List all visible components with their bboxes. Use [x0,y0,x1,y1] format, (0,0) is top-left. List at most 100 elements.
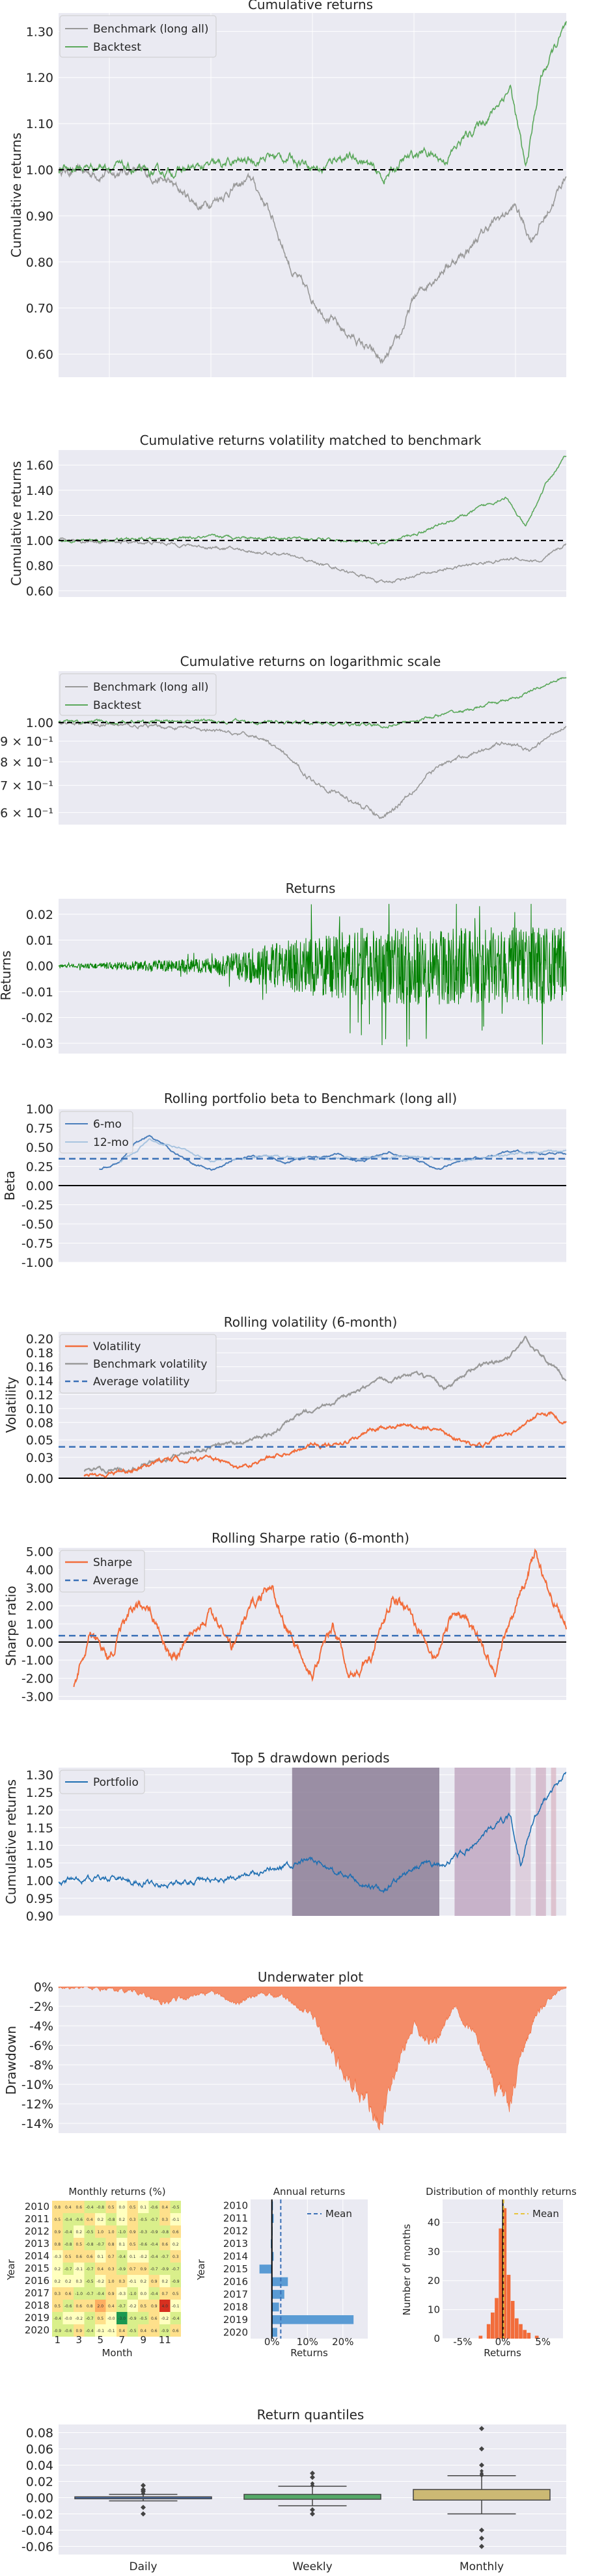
heatmap-cell [117,2324,128,2337]
month-label: 11 [159,2334,171,2346]
year-label: 2017 [223,2289,248,2300]
heatmap-value: 0.8 [54,2242,61,2247]
heatmap-cell [105,2312,117,2324]
heatmap-cell [117,2275,128,2287]
sharpe-line [73,1548,567,1688]
year-label: 2020 [25,2324,49,2336]
heatmap-cell [138,2287,149,2300]
heatmap-cell [170,2213,181,2225]
histogram-bar [506,2274,511,2339]
tick-label: 0.20 [26,1333,53,1347]
heatmap-cell [127,2275,138,2287]
heatmap-cell [105,2275,117,2287]
x-tick: 0% [264,2336,280,2348]
tick-label: 1.30 [26,25,53,39]
tick-label: 0.18 [26,1346,53,1361]
box [74,2496,212,2499]
heatmap-value: 0.2 [97,2218,103,2222]
heatmap-cell [127,2287,138,2300]
heatmap-cell [159,2225,171,2238]
chart-annual-returns: Annual returns 2010201120122013201420152… [195,2186,368,2359]
heatmap-value: 0.9 [130,2230,136,2235]
heatmap-value: 0.5 [108,2205,115,2210]
month-label: 9 [140,2334,146,2346]
heatmap-cell [105,2324,117,2337]
x-tick: -5% [453,2336,472,2348]
chart-title: Return quantiles [257,2407,364,2423]
heatmap-cell [148,2312,159,2324]
legend-volatility: Volatility [93,1340,141,1353]
heatmap-cell [105,2250,117,2263]
heatmap-cell [84,2225,95,2238]
heatmap-value: 0.5 [54,2304,61,2309]
heatmap-value: 0.1 [118,2242,125,2247]
heatmap-value: -0.7 [64,2267,72,2272]
legend-backtest: Backtest [93,41,141,54]
heatmap-value: 0.6 [151,2329,158,2333]
outlier [141,2488,145,2492]
drawdown-period-0 [292,1768,439,1916]
heatmap-cell [138,2201,149,2213]
heatmap-cell [148,2250,159,2263]
tick-label: 1.00 [26,1617,53,1632]
heatmap-value: 0.6 [76,2205,82,2210]
chart-title: Distribution of monthly returns [426,2186,577,2198]
heatmap-cell [159,2275,171,2287]
heatmap-value: -0.7 [150,2218,158,2222]
heatmap-cell [138,2263,149,2275]
heatmap-cell [52,2225,63,2238]
tick-label: 0% [34,1980,53,1995]
heatmap-cell [170,2238,181,2250]
heatmap-cell [148,2238,159,2250]
drawdown-period-4 [551,1768,557,1916]
heatmap-value: -0.0 [64,2317,72,2321]
heatmap-value: 0.1 [140,2205,146,2210]
chart-title: Rolling portfolio beta to Benchmark (lon… [164,1091,457,1106]
heatmap-cell [127,2300,138,2312]
heatmap-cell [84,2287,95,2300]
heatmap-value: -0.6 [139,2242,147,2247]
annual-bar [259,2264,272,2274]
heatmap-value: 0.7 [130,2267,136,2272]
heatmap-cell [95,2312,106,2324]
heatmap-value: -0.6 [75,2218,83,2222]
heatmap-value: -0.8 [86,2242,94,2247]
heatmap-value: -0.4 [53,2317,61,2321]
x-axis-label: Month [102,2347,132,2359]
outlier [480,2473,484,2477]
heatmap-cell [117,2287,128,2300]
tick-label: 1.20 [26,71,53,85]
legend: 6-mo 12-mo [59,1111,133,1154]
heatmap-value: -0.4 [96,2292,104,2296]
heatmap-cell [74,2250,85,2263]
tick-label: 1.40 [26,484,53,498]
y-tick: 0 [433,2333,440,2344]
heatmap-cell [62,2324,74,2337]
heatmap-value: -0.2 [129,2304,137,2309]
heatmap-cell [95,2225,106,2238]
legend: Benchmark (long all) Backtest [59,15,217,58]
tick-label: 0.80 [26,256,53,270]
year-label: 2017 [25,2287,49,2299]
tick-label: 0.90 [26,209,53,224]
histogram-bar [527,2333,531,2339]
heatmap-cell [105,2238,117,2250]
chart-monthly-distribution: Distribution of monthly returns 0 10 20 30 4… [401,2186,577,2359]
heatmap-value: 0.6 [76,2255,82,2259]
heatmap-cell [95,2201,106,2213]
tick-label: 0.75 [26,1122,53,1136]
tick-label: 0.06 [26,2443,53,2457]
heatmap-value: -0.2 [96,2279,104,2284]
tick-label: 0.70 [26,302,53,316]
chart-title: Rolling Sharpe ratio (6-month) [212,1530,409,1546]
heatmap-value: -0.1 [172,2304,180,2309]
heatmap-cell [62,2312,74,2324]
heatmap-cell [159,2238,171,2250]
series-line-1 [119,1137,567,1163]
heatmap-value: -0.9 [129,2317,137,2321]
tick-label: 1.00 [26,1874,53,1889]
chart-title: Cumulative returns on logarithmic scale [180,654,441,669]
y-axis-label: Year [5,2259,17,2281]
heatmap-value: 0.8 [87,2304,93,2309]
